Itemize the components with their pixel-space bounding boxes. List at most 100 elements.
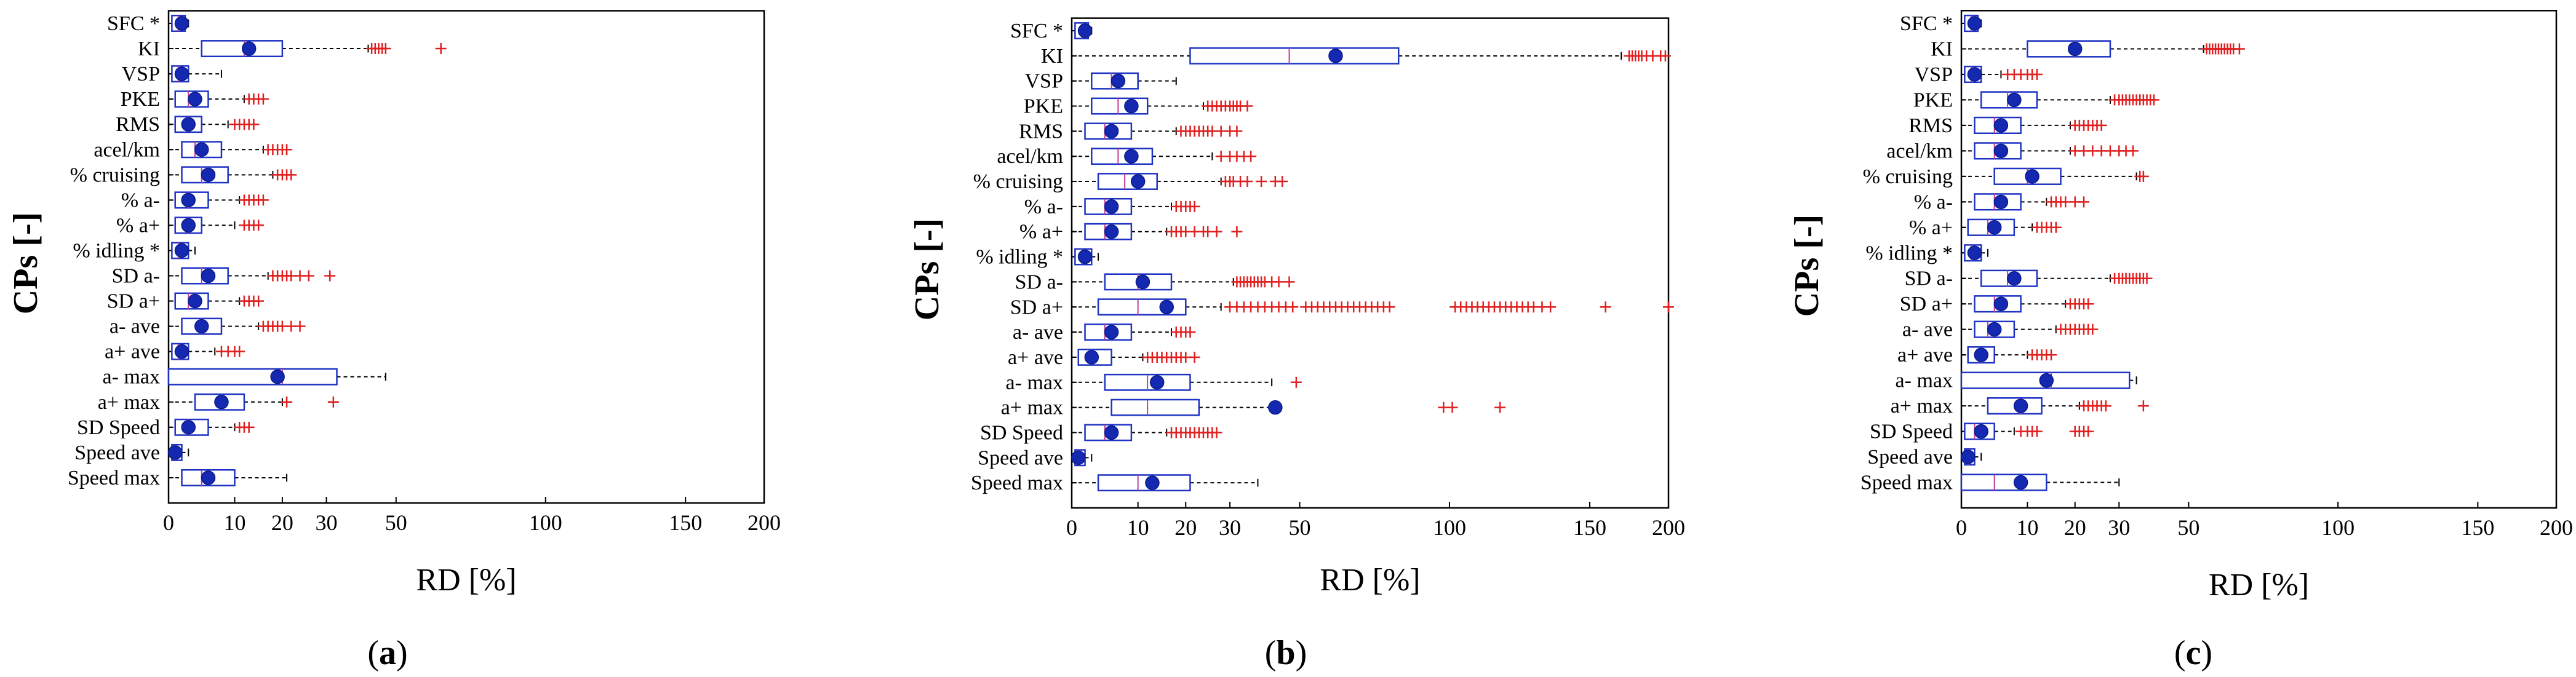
outlier-marker (1189, 351, 1200, 363)
category-label: % a+ (1019, 221, 1063, 243)
outlier-marker (1211, 427, 1222, 438)
outlier-marker (2078, 196, 2090, 208)
plot-frame (167, 10, 765, 504)
category-label: SFC * (107, 12, 160, 35)
category-label: % a+ (1909, 216, 1953, 239)
mean-marker (1328, 49, 1343, 63)
mean-marker (1104, 199, 1119, 214)
outlier-marker (303, 270, 314, 282)
mean-marker (2007, 92, 2022, 108)
box-row: SD a+ (1010, 296, 1674, 319)
outlier-marker (253, 220, 265, 231)
outlier-marker (1384, 301, 1395, 313)
category-label: a+ max (1001, 397, 1063, 419)
outlier-marker (281, 396, 293, 408)
outlier-marker (2031, 426, 2043, 437)
category-label: % a- (121, 189, 160, 212)
mean-marker (1960, 449, 1976, 464)
outlier-marker (1287, 301, 1299, 313)
category-label: KI (1931, 38, 1953, 60)
box (1097, 474, 1191, 492)
outlier-marker (1231, 226, 1243, 237)
category-label: % a+ (116, 214, 160, 237)
mean-marker (174, 344, 189, 359)
mean-marker (2039, 373, 2054, 388)
box-row: SD Speed (1870, 421, 2094, 443)
mean-marker (1967, 245, 1982, 261)
y-axis-label: CPs [-] (1788, 215, 1826, 317)
box-row: PKE (1913, 89, 2159, 111)
outlier-marker (2031, 68, 2043, 80)
mean-marker (181, 192, 196, 208)
mean-marker (1104, 124, 1119, 139)
category-label: a- ave (1013, 321, 1063, 344)
outlier-marker (257, 93, 269, 105)
panel-letter-char: b (1276, 634, 1295, 672)
mean-marker (2025, 169, 2040, 184)
x-tick-label: 150 (669, 510, 702, 535)
category-label: Speed max (971, 472, 1063, 494)
box-row: % a- (1024, 196, 1200, 218)
x-tick-label: 10 (2016, 515, 2038, 540)
outlier-marker (380, 43, 391, 55)
outlier-marker (1283, 276, 1295, 288)
category-label: acel/km (997, 145, 1063, 168)
outlier-marker (1446, 402, 1458, 413)
outlier-marker (285, 169, 297, 181)
category-label: a- max (103, 366, 160, 389)
chart-panel-b: 0 10 20 30 50 100 150 200 RD [%] CPs [-] (b) SFC * K… (908, 17, 1685, 672)
mean-marker (174, 66, 189, 81)
category-label: % idling * (976, 246, 1063, 269)
panel-letter-close: ) (396, 634, 408, 672)
outlier-marker (294, 320, 306, 332)
x-tick-label: 0 (163, 510, 174, 535)
box-row: VSP (1915, 63, 2043, 86)
box-row: a+ ave (105, 341, 245, 363)
outlier-marker (253, 295, 265, 307)
box-row: % idling * (73, 239, 196, 262)
mean-marker (2067, 41, 2083, 57)
mean-marker (1149, 375, 1165, 390)
panel-letter: (a) (367, 634, 407, 672)
category-label: SD a- (112, 265, 160, 288)
box-row: acel/km (1886, 140, 2139, 162)
category-label: SD Speed (77, 416, 160, 439)
box-row: Speed ave (978, 446, 1093, 469)
category-label: Speed max (1860, 472, 1953, 494)
box-row: acel/km (94, 138, 293, 161)
mean-marker (1104, 224, 1119, 239)
mean-marker (241, 41, 257, 56)
panel-letter: (b) (1265, 634, 1307, 672)
mean-marker (201, 470, 216, 485)
box-row: VSP (122, 63, 222, 85)
outlier-marker (435, 43, 447, 55)
box-row: % cruising (1863, 165, 2149, 188)
outlier-marker (1545, 301, 1557, 313)
x-axis-label: RD [%] (416, 563, 516, 598)
box-row: a+ max (98, 391, 339, 414)
mean-marker (1987, 322, 2002, 337)
category-label: Speed max (68, 467, 160, 489)
category-label: KI (138, 38, 160, 60)
mean-marker (1071, 450, 1086, 465)
plot-frame (1960, 10, 2558, 509)
mean-marker (1993, 296, 2009, 311)
outlier-marker (2083, 298, 2094, 310)
category-label: a- max (1896, 370, 1953, 392)
box-row: SFC * (1010, 20, 1093, 42)
outlier-marker (1211, 226, 1222, 237)
y-axis-label: CPs [-] (7, 212, 45, 314)
outlier-marker (2060, 196, 2072, 208)
mean-marker (188, 92, 202, 106)
box-row: Speed ave (74, 441, 189, 464)
mean-marker (1967, 16, 1982, 31)
mean-marker (270, 369, 285, 384)
category-label: RMS (1908, 114, 1953, 137)
outlier-marker (324, 270, 336, 282)
outlier-marker (2083, 426, 2094, 437)
mean-marker (1993, 118, 2009, 133)
box-row: SD a- (1015, 271, 1295, 293)
x-tick-label: 0 (1956, 515, 1967, 540)
outlier-marker (2137, 400, 2149, 412)
outlier-marker (1242, 176, 1253, 188)
